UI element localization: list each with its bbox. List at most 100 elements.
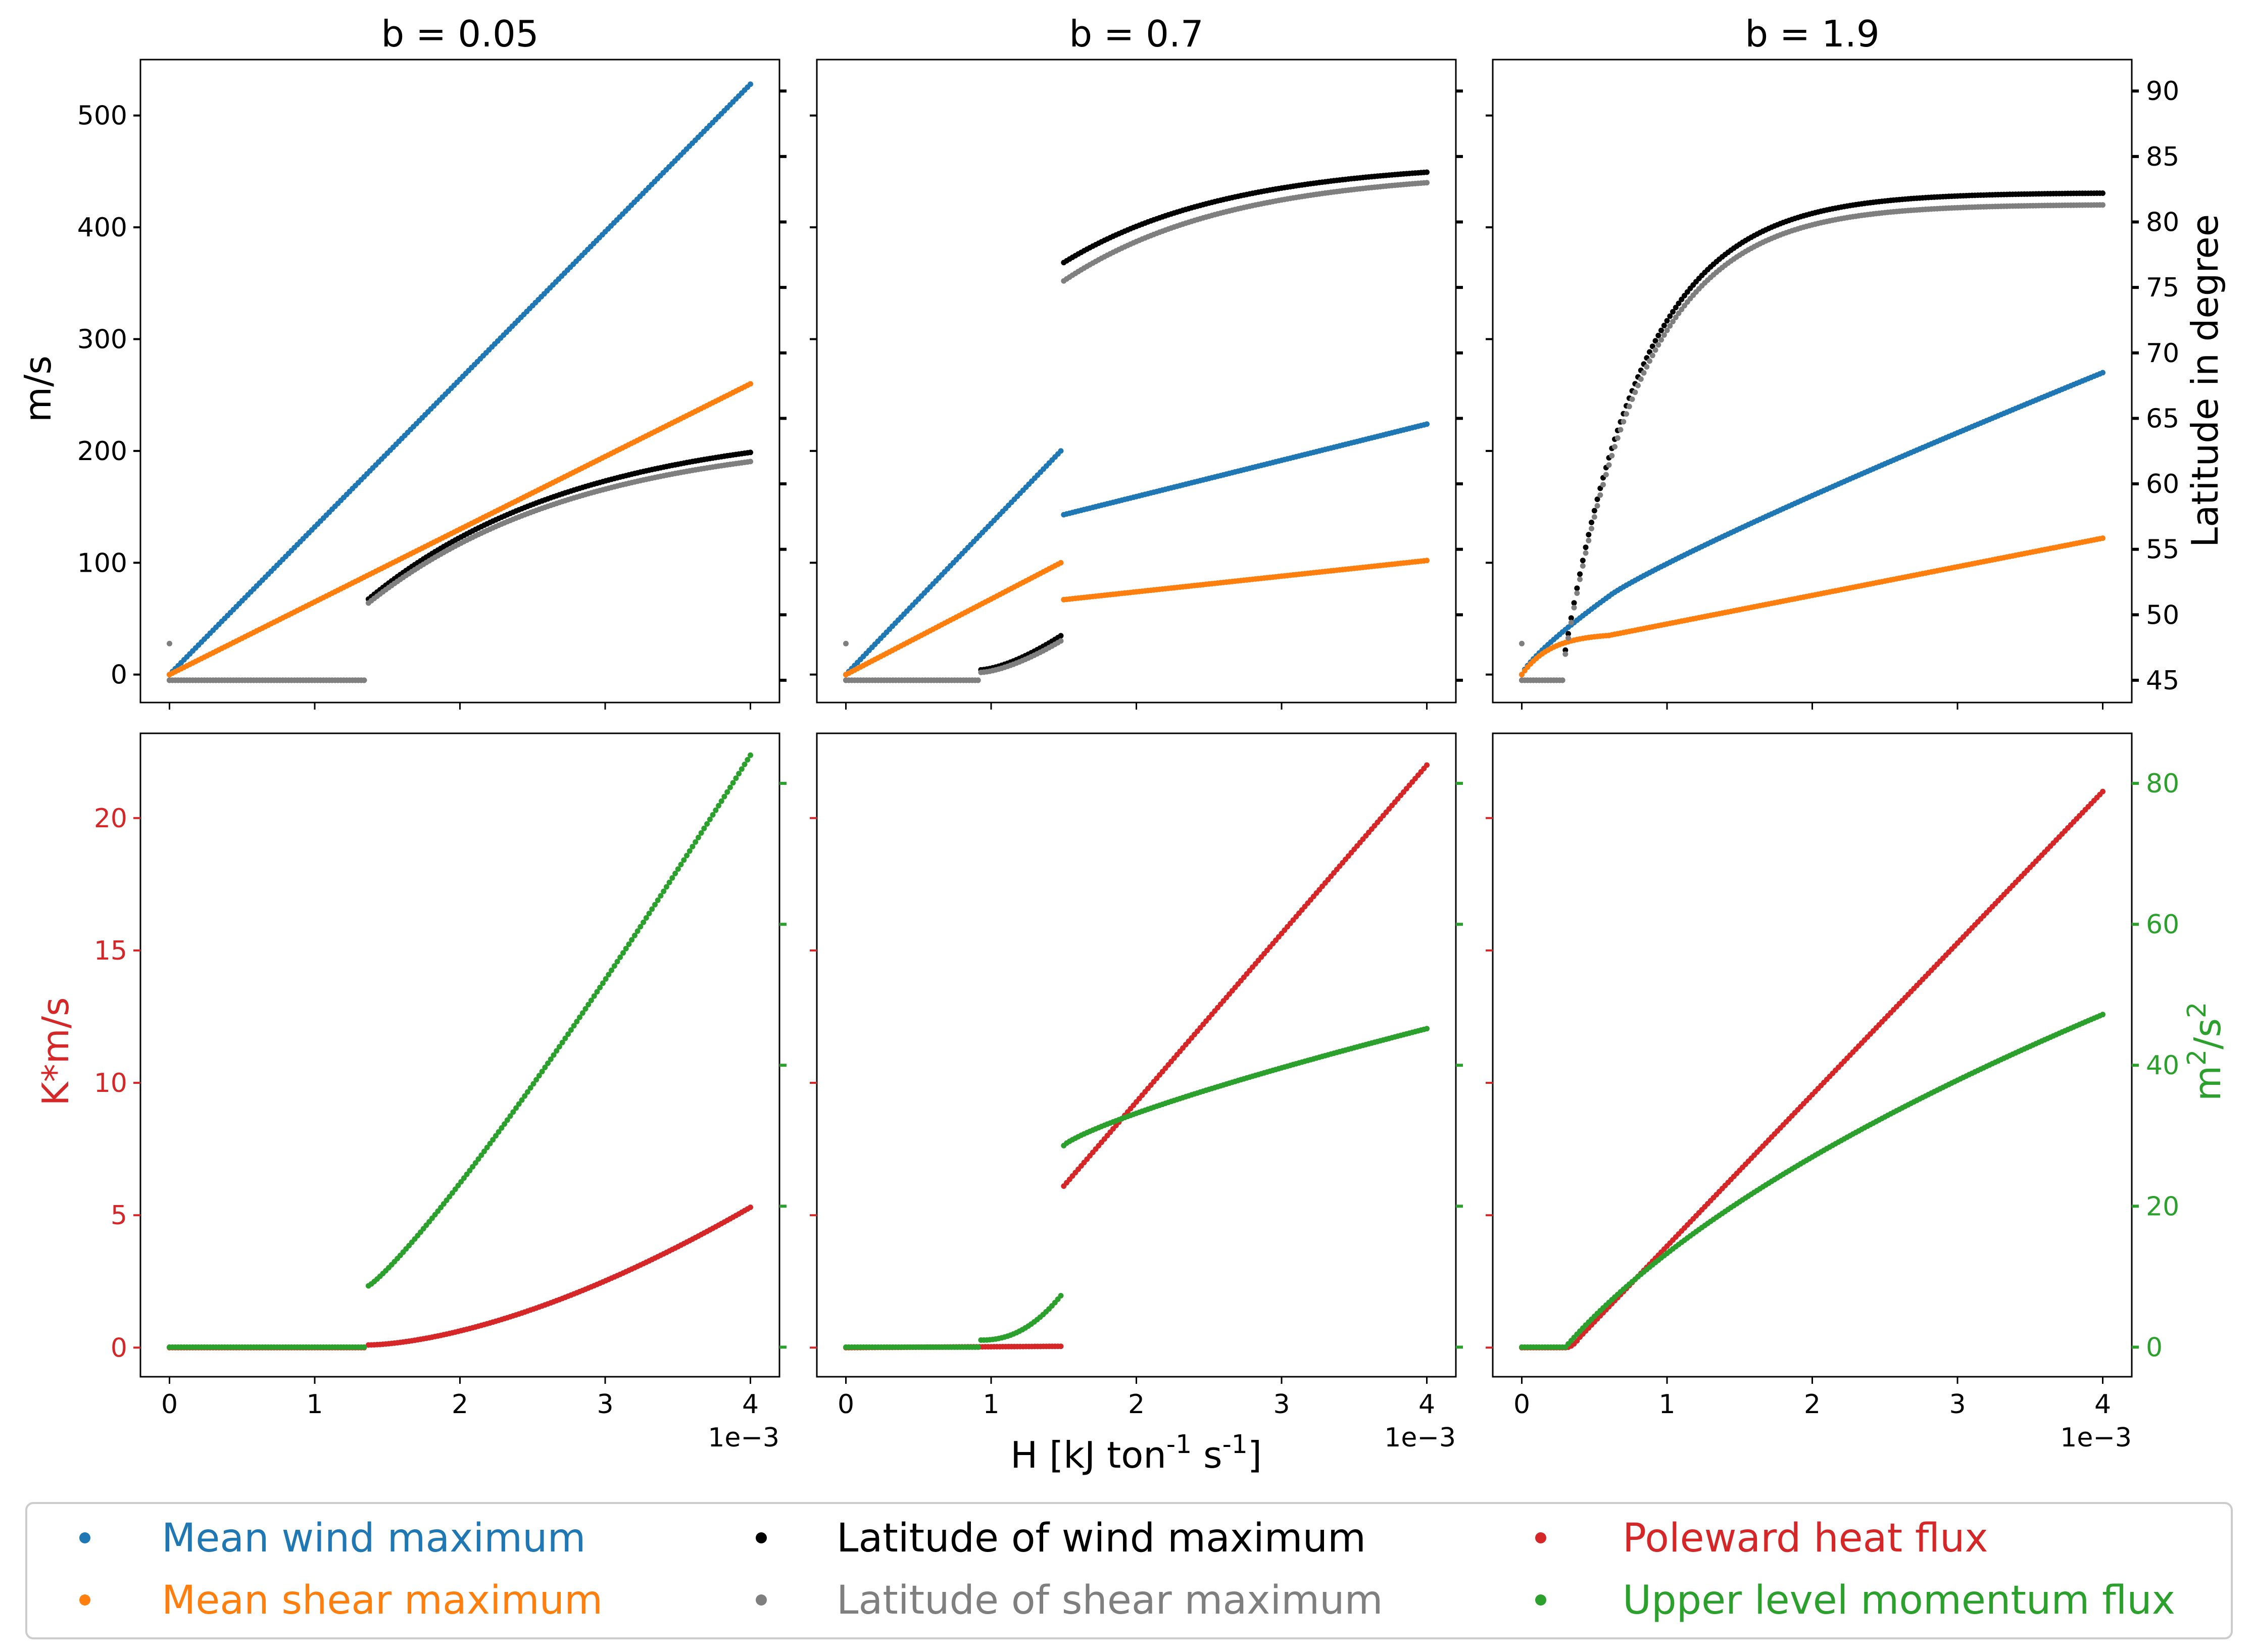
data-point [730, 780, 736, 786]
x-offset-text: 1e−3 [2060, 1423, 2132, 1453]
data-point [2100, 370, 2106, 376]
data-point [649, 906, 655, 912]
data-point [609, 967, 614, 973]
y2-tick-label: 85 [2146, 142, 2179, 172]
series-upper-level-momentum-flux [843, 1026, 1430, 1350]
y2-tick-label: 0 [2146, 1332, 2163, 1363]
legend-item: Latitude of shear maximum [756, 1578, 1383, 1623]
x-tick-label: 0 [1513, 1389, 1530, 1420]
data-point [713, 807, 719, 813]
legend-marker [79, 1594, 90, 1606]
data-point [539, 1069, 545, 1075]
data-point [2100, 1012, 2106, 1018]
data-point [1577, 576, 1583, 582]
data-point [1667, 313, 1673, 319]
data-point [588, 997, 594, 1004]
data-point [597, 984, 603, 990]
y2-axis-label-bottom: m2/s2 [2182, 1002, 2229, 1101]
data-point [496, 1129, 502, 1135]
data-point [646, 911, 652, 917]
series-poleward-heat-flux [1519, 788, 2106, 1350]
data-point [1652, 347, 1658, 353]
data-point [1649, 353, 1655, 359]
data-point [1647, 358, 1652, 364]
data-point [655, 897, 661, 903]
data-point [1606, 462, 1612, 468]
data-point [487, 1140, 493, 1146]
y2-tick-label: 75 [2146, 273, 2179, 303]
data-point [724, 789, 730, 795]
series-poleward-heat-flux [843, 762, 1430, 1350]
data-point [733, 775, 739, 781]
y-tick-label: 200 [77, 436, 127, 467]
x-tick-label: 1 [306, 1389, 323, 1420]
data-point [524, 1089, 530, 1095]
data-point [542, 1065, 548, 1070]
data-point [721, 793, 727, 799]
data-point [690, 843, 696, 849]
x-tick-label: 2 [1128, 1389, 1145, 1420]
data-point [1673, 314, 1679, 320]
data-point [1632, 389, 1638, 395]
data-point [693, 839, 699, 845]
y2-tick-label: 40 [2146, 1050, 2179, 1081]
data-point [606, 972, 612, 978]
data-point [568, 1027, 574, 1033]
data-point [1667, 323, 1673, 329]
data-point [1580, 558, 1586, 564]
panel-title: b = 0.05 [381, 13, 538, 55]
data-point [1670, 309, 1676, 315]
data-point [1424, 762, 1430, 768]
data-point [519, 1097, 525, 1103]
y-tick-label: 500 [77, 101, 127, 131]
plot-area [167, 81, 753, 683]
x-tick-label: 4 [742, 1389, 759, 1420]
data-point [361, 1344, 367, 1350]
panel-title: b = 0.7 [1069, 13, 1203, 55]
data-point [716, 803, 721, 809]
data-point [698, 830, 704, 836]
data-point [1589, 526, 1594, 532]
data-point [1574, 590, 1580, 596]
data-point [554, 1048, 560, 1054]
data-point [1594, 503, 1600, 509]
series-mean-wind-maximum [1519, 370, 2106, 678]
data-point [1058, 560, 1064, 566]
y2-tick-label: 80 [2146, 207, 2179, 237]
data-point [458, 1179, 464, 1185]
data-point [975, 1344, 981, 1350]
data-point [361, 677, 367, 683]
data-point [1638, 376, 1644, 382]
data-point [2100, 190, 2106, 196]
data-point [1658, 337, 1664, 343]
data-point [1679, 307, 1685, 313]
panel-frame [1492, 59, 2133, 704]
data-point [748, 449, 753, 456]
y2-tick-label: 80 [2146, 769, 2179, 799]
data-point [638, 924, 644, 930]
data-point [490, 1137, 496, 1143]
data-point [1583, 544, 1589, 550]
data-point [626, 941, 632, 947]
y-axis-label-bottom: K*m/s [34, 997, 77, 1106]
data-point [652, 902, 658, 908]
data-point [1058, 1293, 1064, 1298]
data-point [742, 762, 748, 767]
y2-tick-label: 60 [2146, 469, 2179, 499]
data-point [551, 1052, 557, 1058]
data-point [502, 1121, 508, 1127]
panel-frame [816, 732, 1457, 1378]
data-point [1589, 519, 1594, 525]
legend-item: Upper level momentum flux [1535, 1578, 2175, 1623]
legend-label: Upper level momentum flux [1623, 1578, 2175, 1623]
plot-area [1519, 190, 2106, 683]
data-point [478, 1152, 484, 1158]
legend-marker [756, 1532, 767, 1543]
data-point [1655, 342, 1661, 348]
data-point [603, 976, 609, 982]
x-axis-label: H [kJ ton-1 s-1] [1010, 1429, 1262, 1477]
data-point [1635, 382, 1641, 388]
data-point [704, 821, 710, 827]
